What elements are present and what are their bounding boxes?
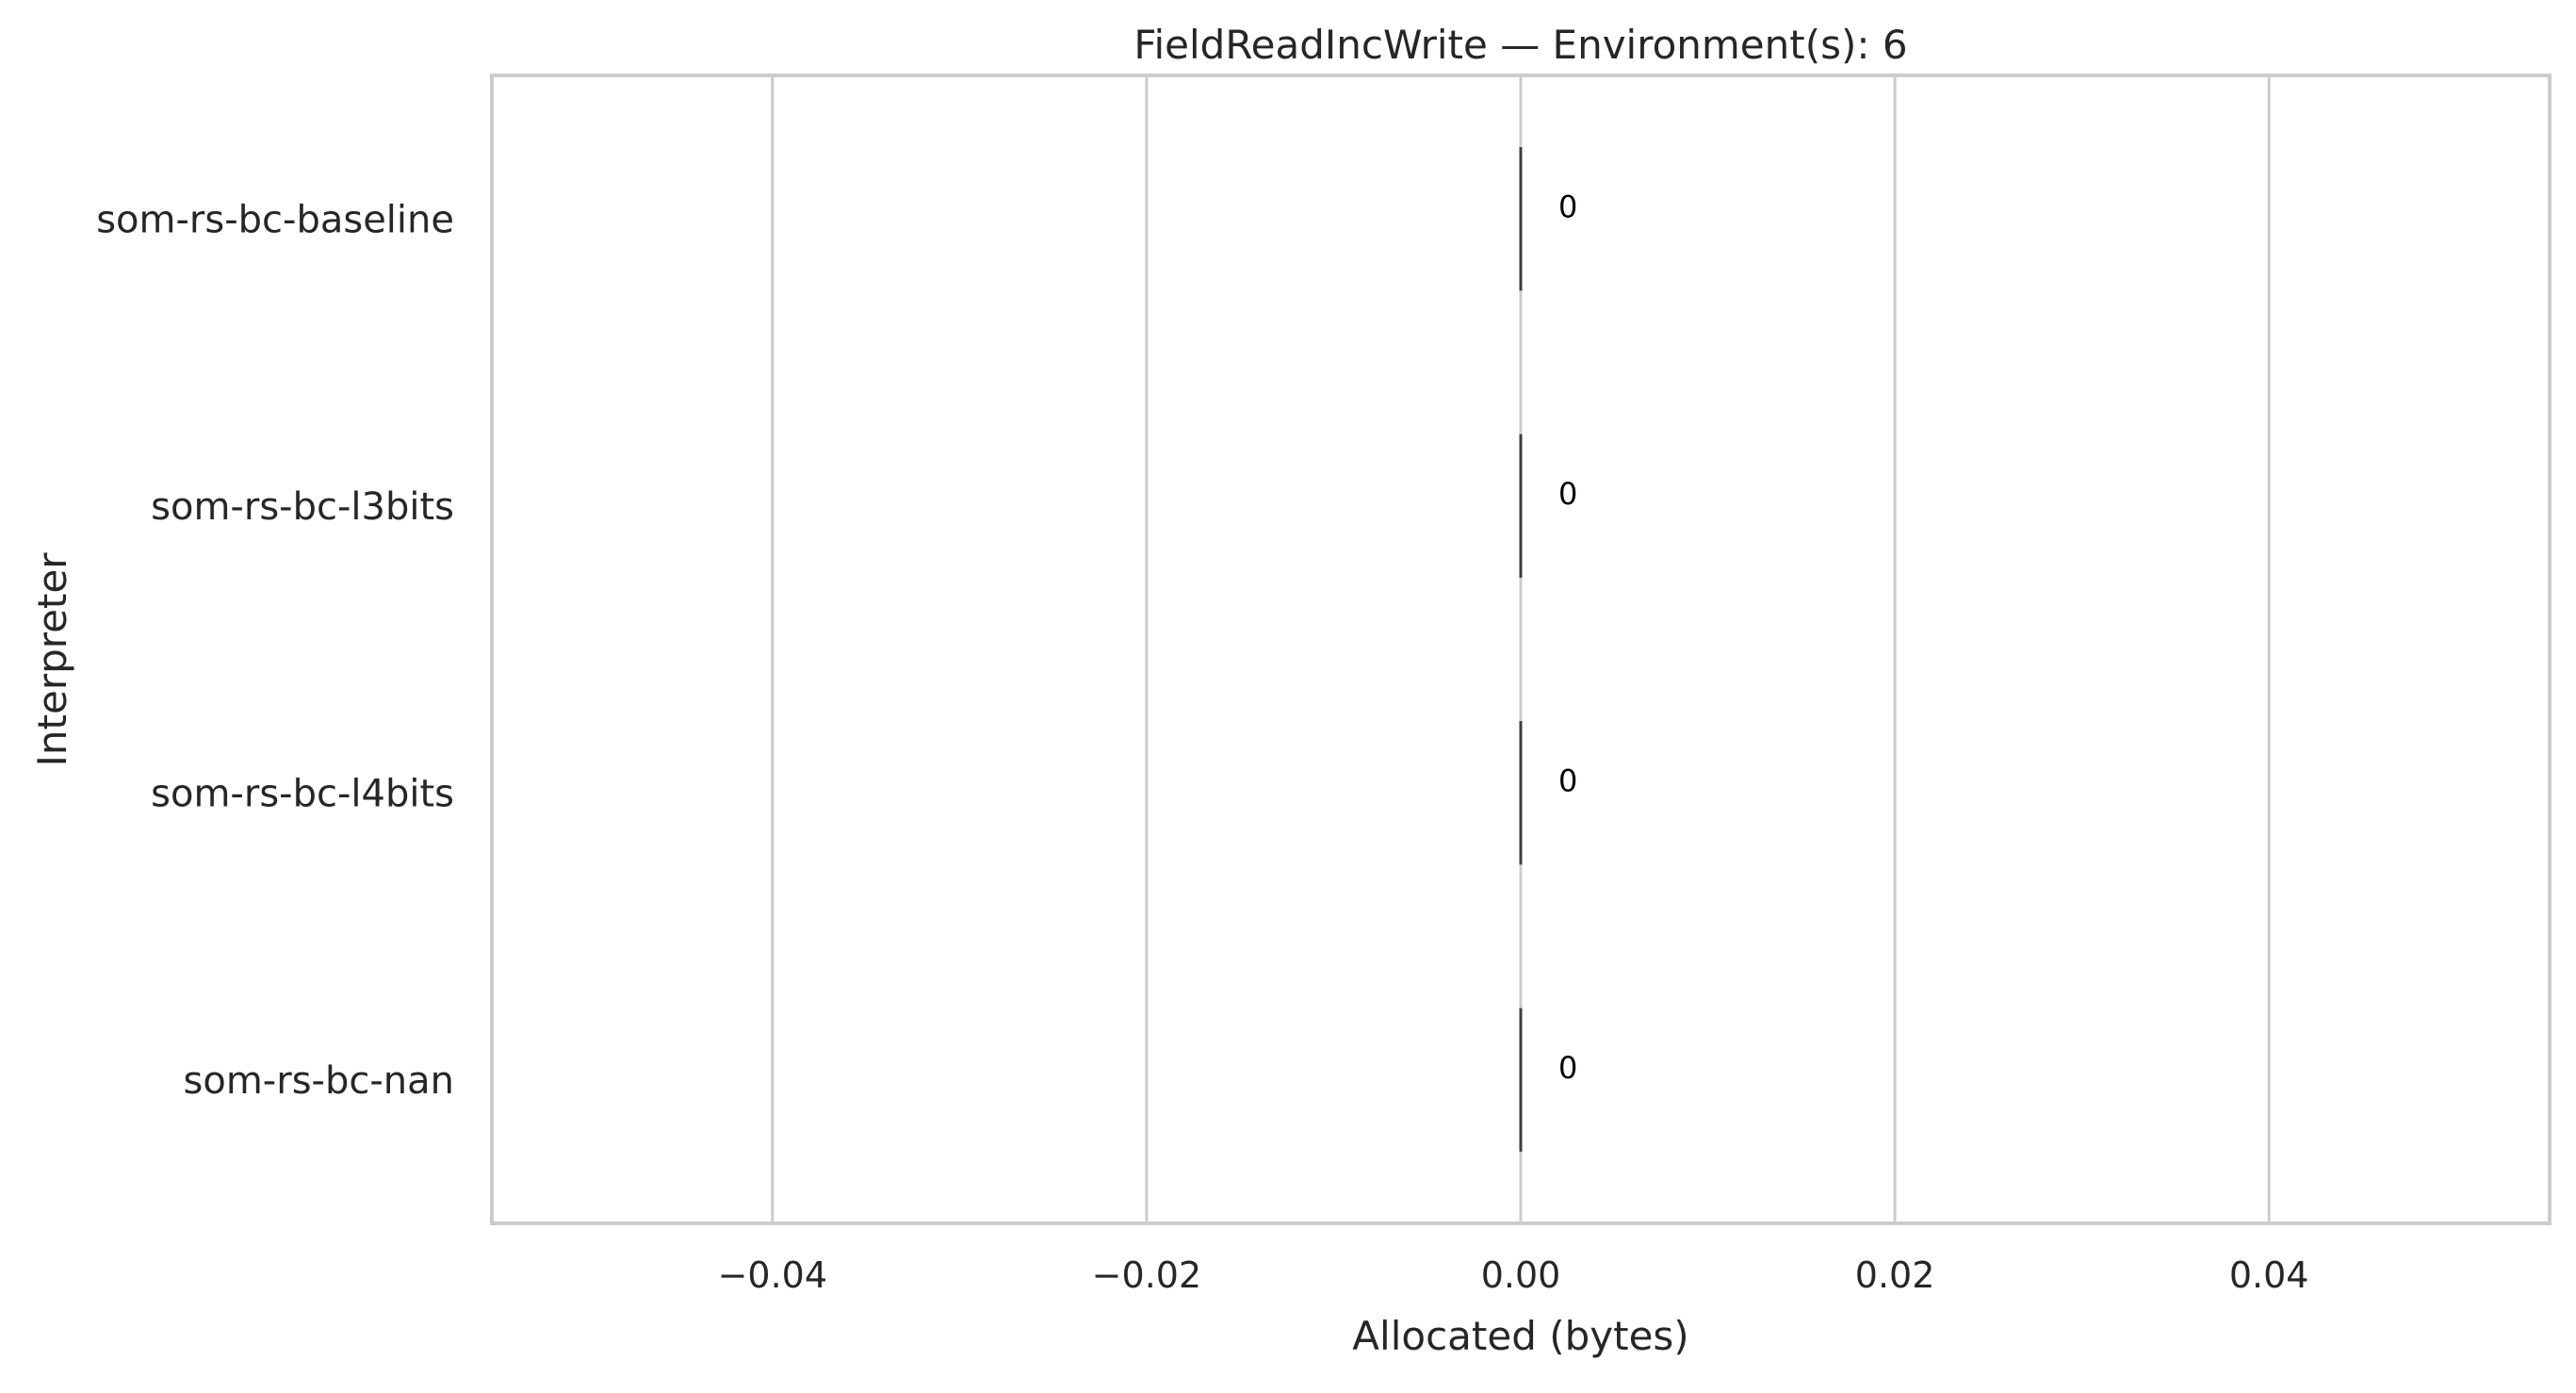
chart-title: FieldReadIncWrite — Environment(s): 6 <box>1133 22 1907 68</box>
data-label: 0 <box>1558 762 1577 798</box>
bar <box>1519 721 1523 865</box>
data-label: 0 <box>1558 188 1577 224</box>
y-axis-label: Interpreter <box>29 552 75 767</box>
y-tick-labels: som-rs-bc-baseline som-rs-bc-l3bits som-rs… <box>96 198 454 1103</box>
data-label: 0 <box>1558 1050 1577 1086</box>
bar <box>1519 147 1523 291</box>
y-tick-label: som-rs-bc-nan <box>184 1059 454 1103</box>
data-labels-layer: 0 0 0 0 <box>1558 188 1577 1086</box>
bar <box>1519 1008 1523 1152</box>
x-tick-label: −0.04 <box>718 1254 827 1296</box>
plot-frame <box>490 74 2552 1225</box>
x-tick-label: −0.02 <box>1092 1254 1201 1296</box>
x-axis-label: Allocated (bytes) <box>1352 1313 1688 1359</box>
bar <box>1519 434 1523 578</box>
x-tick-label: 0.00 <box>1481 1254 1561 1296</box>
bars-layer <box>1519 147 1523 1152</box>
x-tick-label: 0.04 <box>2229 1254 2309 1296</box>
y-tick-label: som-rs-bc-baseline <box>96 198 454 241</box>
y-tick-label: som-rs-bc-l4bits <box>151 772 454 815</box>
data-label: 0 <box>1558 476 1577 512</box>
x-tick-label: 0.02 <box>1855 1254 1935 1296</box>
x-tick-labels: −0.04 −0.02 0.00 0.02 0.04 <box>718 1254 2309 1296</box>
y-tick-label: som-rs-bc-l3bits <box>151 485 454 529</box>
